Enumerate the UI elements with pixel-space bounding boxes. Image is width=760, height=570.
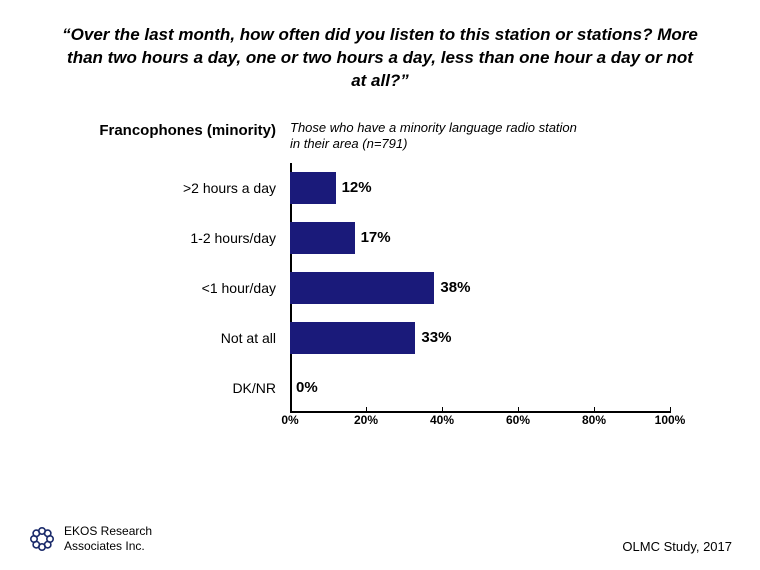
bar-row: <1 hour/day38% (290, 263, 670, 313)
chart-area: Francophones (minority) Those who have a… (0, 120, 760, 431)
bar (290, 322, 415, 354)
org-line2: Associates Inc. (64, 539, 152, 554)
bar (290, 222, 355, 254)
x-tick-label: 80% (582, 413, 606, 427)
x-tick-label: 100% (655, 413, 686, 427)
group-label: Francophones (minority) (0, 120, 290, 139)
bar-category-label: DK/NR (90, 380, 290, 396)
x-tick-label: 0% (281, 413, 298, 427)
logo-text: EKOS Research Associates Inc. (64, 524, 152, 554)
bar-category-label: 1-2 hours/day (90, 230, 290, 246)
footer: EKOS Research Associates Inc. OLMC Study… (0, 524, 760, 554)
chart-plot: >2 hours a day12%1-2 hours/day17%<1 hour… (290, 163, 670, 431)
bar-category-label: >2 hours a day (90, 180, 290, 196)
chart-title: “Over the last month, how often did you … (0, 0, 760, 93)
chart-subtitle: Those who have a minority language radio… (290, 120, 590, 153)
logo-block: EKOS Research Associates Inc. (28, 524, 152, 554)
bar-row: 1-2 hours/day17% (290, 213, 670, 263)
x-ticks: 0%20%40%60%80%100% (290, 413, 670, 431)
bar (290, 172, 336, 204)
x-tick-label: 40% (430, 413, 454, 427)
bar-value-label: 33% (421, 329, 451, 346)
bar-value-label: 38% (440, 279, 470, 296)
x-tick-label: 20% (354, 413, 378, 427)
bar-category-label: <1 hour/day (90, 280, 290, 296)
ekos-logo-icon (28, 525, 56, 553)
x-tick-label: 60% (506, 413, 530, 427)
bar-value-label: 12% (342, 179, 372, 196)
bar-row: DK/NR0% (290, 363, 670, 413)
bar-row: Not at all33% (290, 313, 670, 363)
source-label: OLMC Study, 2017 (622, 539, 732, 554)
bar-value-label: 0% (296, 379, 318, 396)
bar-category-label: Not at all (90, 330, 290, 346)
bar (290, 272, 434, 304)
bar-value-label: 17% (361, 229, 391, 246)
bar-row: >2 hours a day12% (290, 163, 670, 213)
org-line1: EKOS Research (64, 524, 152, 539)
